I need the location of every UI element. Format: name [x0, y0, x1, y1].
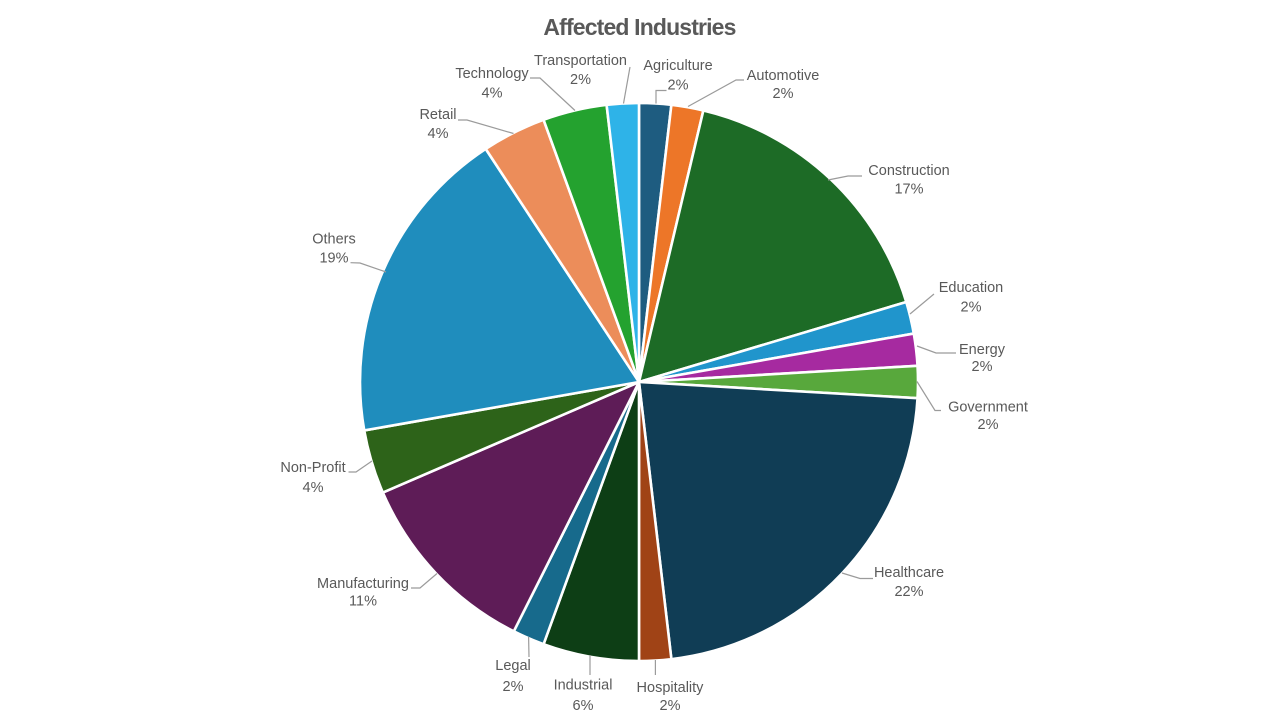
- svg-text:22%: 22%: [894, 584, 923, 600]
- svg-text:2%: 2%: [668, 78, 689, 94]
- svg-text:2%: 2%: [660, 698, 681, 714]
- svg-text:2%: 2%: [972, 359, 993, 375]
- svg-text:2%: 2%: [503, 679, 524, 695]
- svg-text:Industrial: Industrial: [554, 678, 613, 694]
- svg-text:4%: 4%: [303, 480, 324, 496]
- svg-text:19%: 19%: [319, 251, 348, 267]
- svg-text:Transportation: Transportation: [534, 53, 627, 69]
- svg-text:2%: 2%: [961, 299, 982, 315]
- svg-text:Non-Profit: Non-Profit: [280, 460, 345, 476]
- svg-text:Affected Industries: Affected Industries: [543, 14, 735, 40]
- svg-text:Agriculture: Agriculture: [643, 58, 712, 74]
- svg-text:2%: 2%: [978, 417, 999, 433]
- svg-text:Hospitality: Hospitality: [637, 680, 705, 696]
- svg-text:Automotive: Automotive: [747, 68, 820, 84]
- svg-text:Healthcare: Healthcare: [874, 565, 944, 581]
- svg-text:Energy: Energy: [959, 342, 1006, 358]
- svg-text:4%: 4%: [482, 85, 503, 101]
- svg-text:Retail: Retail: [419, 107, 456, 123]
- svg-text:2%: 2%: [570, 72, 591, 88]
- svg-text:4%: 4%: [428, 126, 449, 142]
- svg-text:Legal: Legal: [495, 658, 530, 674]
- svg-text:Education: Education: [939, 280, 1004, 296]
- svg-text:Manufacturing: Manufacturing: [317, 576, 409, 592]
- svg-text:Construction: Construction: [868, 163, 949, 179]
- svg-text:17%: 17%: [894, 181, 923, 197]
- svg-text:6%: 6%: [573, 698, 594, 714]
- svg-text:Technology: Technology: [455, 66, 529, 82]
- svg-text:Government: Government: [948, 399, 1028, 415]
- svg-text:11%: 11%: [349, 594, 377, 610]
- svg-text:2%: 2%: [773, 86, 794, 102]
- svg-text:Others: Others: [312, 231, 356, 247]
